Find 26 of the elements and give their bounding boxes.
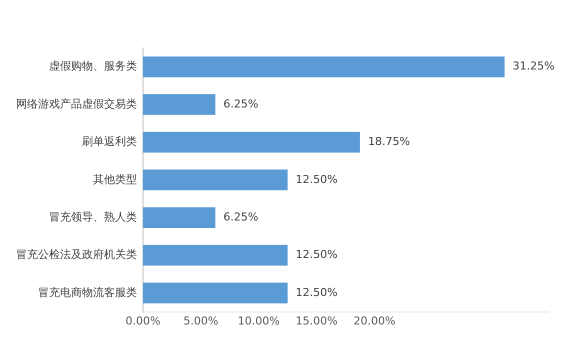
data-label: 31.25% bbox=[512, 60, 555, 73]
y-tick-label: 其他类型 bbox=[93, 172, 137, 186]
bar bbox=[143, 244, 288, 266]
y-tick-label: 冒充公检法及政府机关类 bbox=[16, 248, 137, 262]
bar bbox=[143, 94, 216, 115]
bar bbox=[143, 207, 216, 228]
x-tick-label: 0.00% bbox=[126, 314, 160, 328]
y-tick-label: 网络游戏产品虚假交易类 bbox=[16, 97, 137, 110]
data-label: 12.50% bbox=[296, 172, 338, 186]
data-label: 18.75% bbox=[368, 135, 410, 148]
data-label: 6.25% bbox=[223, 97, 258, 110]
x-tick-label: 10.00% bbox=[238, 314, 280, 328]
y-tick-label: 虚假购物、服务类 bbox=[49, 60, 137, 73]
data-label: 6.25% bbox=[223, 210, 258, 224]
y-tick-label: 刷单返利类 bbox=[82, 135, 137, 148]
x-tick-label: 20.00% bbox=[353, 314, 396, 328]
bar bbox=[143, 132, 360, 153]
bar bbox=[143, 282, 288, 304]
data-label: 12.50% bbox=[296, 286, 338, 299]
data-label: 12.50% bbox=[296, 248, 338, 262]
x-tick-label: 5.00% bbox=[183, 314, 218, 328]
bar bbox=[143, 56, 505, 78]
x-tick-label: 15.00% bbox=[296, 314, 338, 328]
bar bbox=[143, 170, 288, 190]
y-tick-label: 冒充领导、熟人类 bbox=[49, 210, 137, 224]
y-tick-label: 冒充电商物流客服类 bbox=[38, 286, 137, 299]
